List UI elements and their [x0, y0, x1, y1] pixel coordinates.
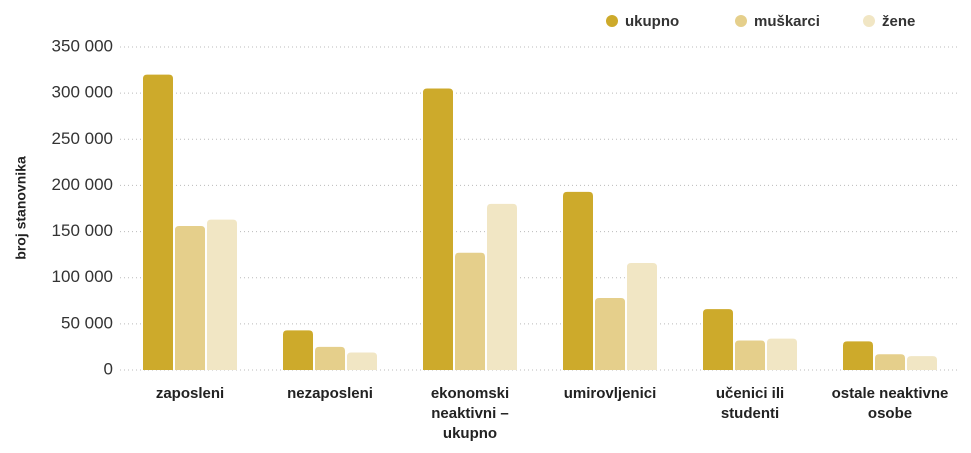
bar: [423, 88, 453, 371]
bar: [487, 203, 517, 370]
y-tick-label: 300 000: [52, 83, 113, 102]
legend-label: žene: [882, 13, 915, 30]
bar: [627, 262, 657, 370]
bar: [563, 191, 593, 370]
bar: [703, 309, 733, 370]
bar: [207, 219, 237, 370]
y-tick-label: 150 000: [52, 221, 113, 240]
bar: [283, 330, 313, 370]
bar: [455, 252, 485, 370]
legend-label: muškarci: [754, 13, 820, 30]
x-tick-label: umirovljenici: [563, 385, 657, 402]
bar: [843, 341, 873, 370]
bar: [767, 338, 797, 370]
y-axis-title: broj stanovnika: [13, 156, 29, 260]
bar: [875, 354, 905, 370]
bar: [143, 74, 173, 370]
x-tick-label: ostale neaktivne osobe: [831, 385, 949, 422]
bar: [735, 340, 765, 370]
legend-label: ukupno: [625, 13, 679, 30]
bar: [907, 356, 937, 370]
legend-marker: [606, 15, 618, 27]
y-tick-label: 50 000: [61, 313, 113, 332]
bar: [315, 346, 345, 370]
legend-marker: [863, 15, 875, 27]
y-tick-label: 200 000: [52, 175, 113, 194]
y-tick-label: 350 000: [52, 36, 113, 55]
x-tick-label: ekonomski neaktivni – ukupno: [430, 385, 510, 442]
y-tick-label: 0: [104, 359, 113, 378]
bar: [347, 352, 377, 370]
y-tick-label: 100 000: [52, 267, 113, 286]
bar: [175, 226, 205, 370]
x-tick-label: zaposleni: [155, 385, 225, 402]
bar: [595, 298, 625, 370]
legend-marker: [735, 15, 747, 27]
y-tick-label: 250 000: [52, 129, 113, 148]
x-tick-label: učenici ili studenti: [715, 385, 785, 422]
x-tick-label: nezaposleni: [287, 385, 373, 402]
